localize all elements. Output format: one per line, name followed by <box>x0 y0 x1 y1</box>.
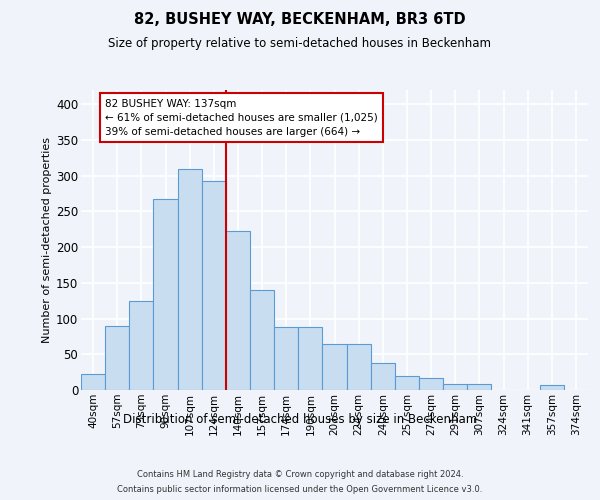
Text: Contains public sector information licensed under the Open Government Licence v3: Contains public sector information licen… <box>118 485 482 494</box>
Bar <box>226 232 250 390</box>
Text: Size of property relative to semi-detached houses in Beckenham: Size of property relative to semi-detach… <box>109 38 491 51</box>
Bar <box>202 180 226 390</box>
Bar <box>250 290 274 390</box>
Bar <box>467 384 491 390</box>
Bar <box>371 363 395 390</box>
Bar <box>129 300 154 390</box>
Y-axis label: Number of semi-detached properties: Number of semi-detached properties <box>42 137 52 343</box>
Text: 82 BUSHEY WAY: 137sqm
← 61% of semi-detached houses are smaller (1,025)
39% of s: 82 BUSHEY WAY: 137sqm ← 61% of semi-deta… <box>105 98 378 136</box>
Bar <box>419 378 443 390</box>
Bar <box>178 170 202 390</box>
Bar <box>81 374 105 390</box>
Bar <box>347 344 371 390</box>
Bar <box>298 327 322 390</box>
Bar <box>395 376 419 390</box>
Text: Distribution of semi-detached houses by size in Beckenham: Distribution of semi-detached houses by … <box>123 412 477 426</box>
Bar <box>105 326 129 390</box>
Text: 82, BUSHEY WAY, BECKENHAM, BR3 6TD: 82, BUSHEY WAY, BECKENHAM, BR3 6TD <box>134 12 466 28</box>
Bar <box>443 384 467 390</box>
Bar <box>274 327 298 390</box>
Bar <box>322 344 347 390</box>
Text: Contains HM Land Registry data © Crown copyright and database right 2024.: Contains HM Land Registry data © Crown c… <box>137 470 463 479</box>
Bar <box>154 200 178 390</box>
Bar <box>540 385 564 390</box>
